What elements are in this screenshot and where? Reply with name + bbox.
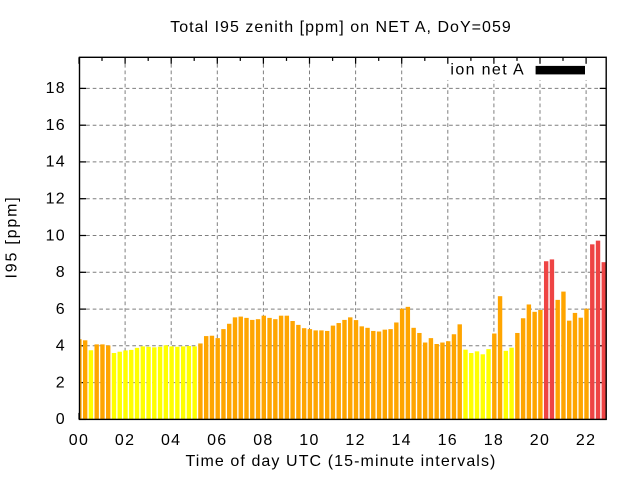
svg-text:08: 08	[253, 432, 273, 449]
svg-text:02: 02	[115, 432, 135, 449]
svg-text:20: 20	[530, 432, 550, 449]
svg-text:0: 0	[56, 411, 66, 428]
svg-text:Total I95 zenith [ppm] on NET: Total I95 zenith [ppm] on NET A, DoY=059	[170, 19, 512, 36]
svg-text:I95 [ppm]: I95 [ppm]	[4, 196, 21, 279]
svg-text:2: 2	[56, 374, 66, 391]
svg-text:6: 6	[56, 301, 66, 318]
svg-text:8: 8	[56, 264, 66, 281]
svg-text:14: 14	[391, 432, 411, 449]
svg-text:18: 18	[46, 80, 66, 97]
svg-text:16: 16	[46, 117, 66, 134]
svg-text:12: 12	[345, 432, 365, 449]
svg-text:16: 16	[438, 432, 458, 449]
svg-text:18: 18	[484, 432, 504, 449]
svg-text:06: 06	[207, 432, 227, 449]
svg-text:22: 22	[576, 432, 596, 449]
svg-text:10: 10	[46, 227, 66, 244]
svg-text:04: 04	[161, 432, 181, 449]
svg-text:12: 12	[46, 191, 66, 208]
svg-text:4: 4	[56, 338, 66, 355]
svg-text:ion net A: ion net A	[450, 61, 525, 78]
svg-text:00: 00	[69, 432, 89, 449]
svg-text:Time of day UTC (15-minute int: Time of day UTC (15-minute intervals)	[186, 453, 497, 470]
svg-text:10: 10	[299, 432, 319, 449]
svg-text:14: 14	[46, 154, 66, 171]
